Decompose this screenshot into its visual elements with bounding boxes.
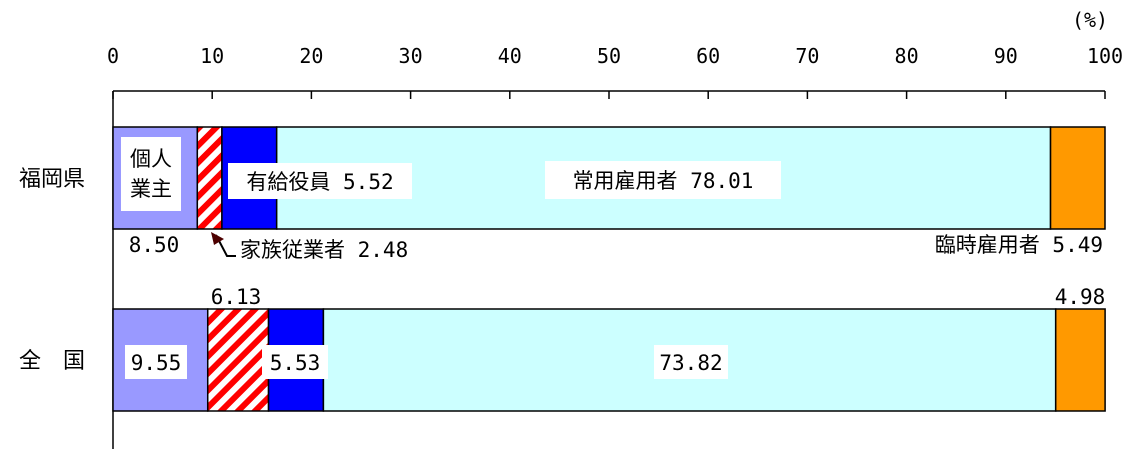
x-tick-label: 30 xyxy=(399,44,423,68)
x-tick-label: 10 xyxy=(200,44,224,68)
bar-segment-fukuoka-5 xyxy=(1049,126,1106,230)
x-tick-label: 40 xyxy=(498,44,522,68)
bar-segment-national-2 xyxy=(206,308,270,412)
pref-regular-label: 常用雇用者 78.01 xyxy=(573,169,754,193)
nat-owner-label: 9.55 xyxy=(131,351,182,375)
nat-regular-label: 73.82 xyxy=(659,351,722,375)
bar-segment-national-5 xyxy=(1054,308,1106,412)
pref-officer-label: 有給役員 5.52 xyxy=(246,170,393,194)
x-tick-label: 100 xyxy=(1087,44,1123,68)
regular-label-box xyxy=(545,161,781,199)
nat-regular-label-box xyxy=(654,345,728,379)
nat-family-label: 6.13 xyxy=(211,285,262,309)
nat-owner-label-box xyxy=(125,345,187,379)
category-label-national: 全 国 xyxy=(19,349,85,374)
x-tick-label: 90 xyxy=(994,44,1018,68)
x-tick-label: 50 xyxy=(597,44,621,68)
family-leader-arrow xyxy=(211,232,236,257)
nat-officer-label-box xyxy=(262,345,328,379)
pref-temp-label: 臨時雇用者 5.49 xyxy=(935,233,1103,257)
owner-series-label-line1: 個人 xyxy=(130,147,172,171)
x-tick-label: 20 xyxy=(299,44,323,68)
owner-series-label-line2: 業主 xyxy=(130,177,172,201)
pref-family-label: 家族従業者 2.48 xyxy=(240,238,408,262)
owner-label-box xyxy=(121,137,181,211)
nat-temp-label: 4.98 xyxy=(1055,285,1106,309)
x-tick-label: 60 xyxy=(696,44,720,68)
x-tick-label: 70 xyxy=(795,44,819,68)
bar-segment-fukuoka-2 xyxy=(196,126,223,230)
x-tick-label: 80 xyxy=(895,44,919,68)
officer-label-box xyxy=(228,163,412,199)
unit-label: (%) xyxy=(1072,8,1108,32)
x-tick-label: 0 xyxy=(107,44,119,68)
nat-officer-label: 5.53 xyxy=(270,351,321,375)
category-label-fukuoka: 福岡県 xyxy=(19,167,85,192)
x-tick-labels: 0 10 20 30 40 50 60 70 80 90 100 xyxy=(107,44,1123,68)
pref-owner-value: 8.50 xyxy=(129,233,180,257)
